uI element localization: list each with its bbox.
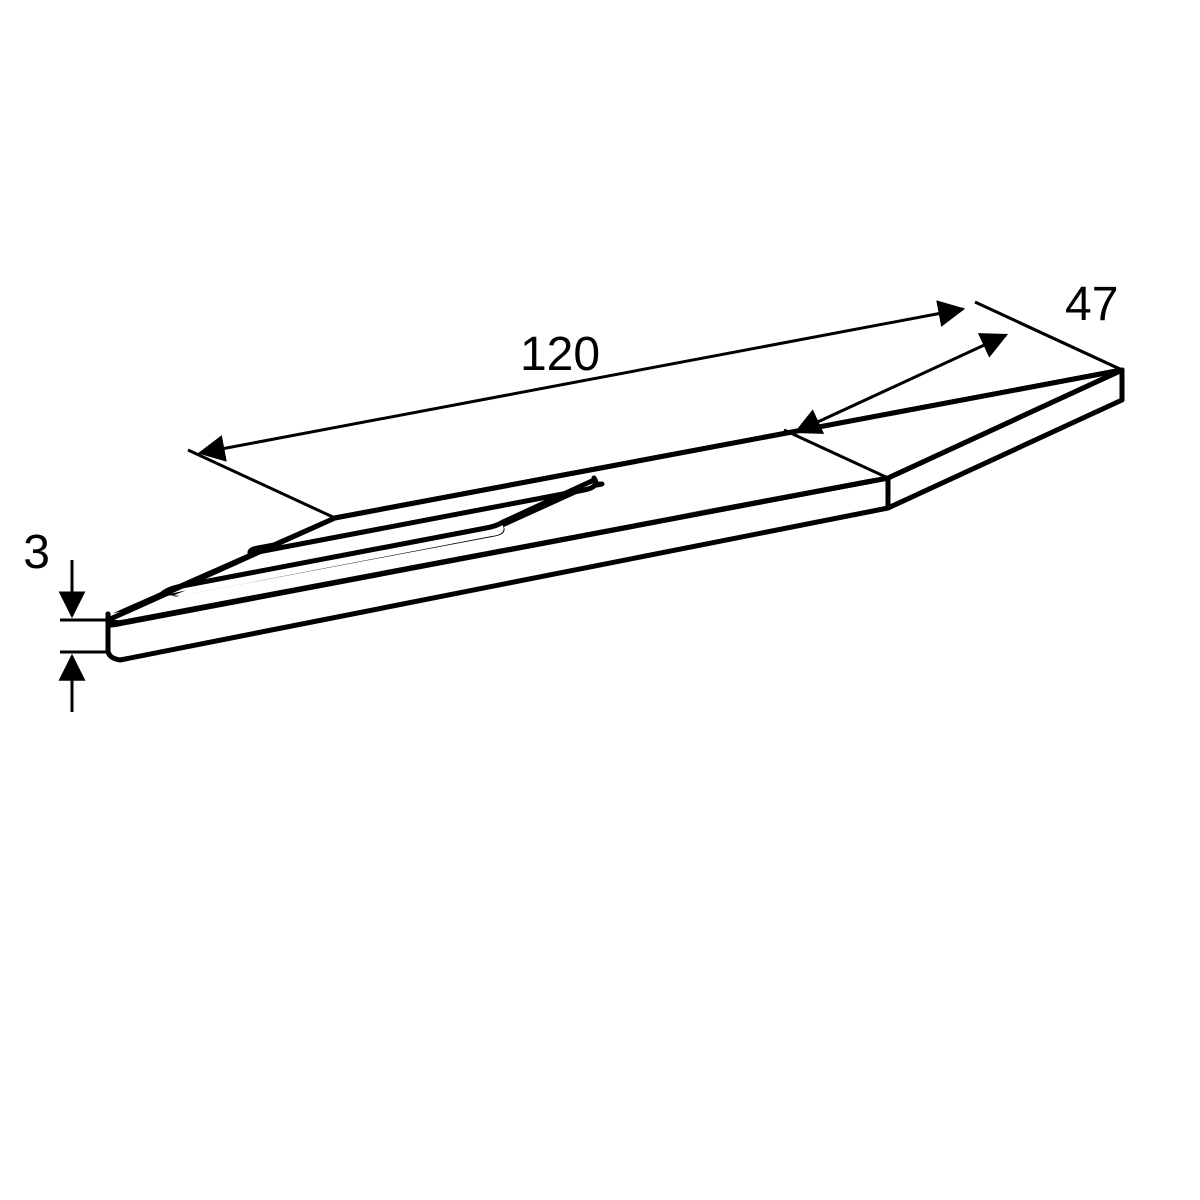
dimension-width-label: 120 (520, 328, 600, 381)
dimension-thickness (60, 560, 108, 712)
dimension-depth-label: 47 (1065, 278, 1118, 331)
technical-drawing: 120 47 3 (0, 0, 1200, 1200)
dimension-thickness-label: 3 (23, 526, 50, 579)
plate-shape (108, 370, 1122, 660)
